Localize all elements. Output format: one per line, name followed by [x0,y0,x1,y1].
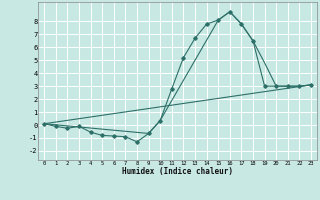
X-axis label: Humidex (Indice chaleur): Humidex (Indice chaleur) [122,167,233,176]
